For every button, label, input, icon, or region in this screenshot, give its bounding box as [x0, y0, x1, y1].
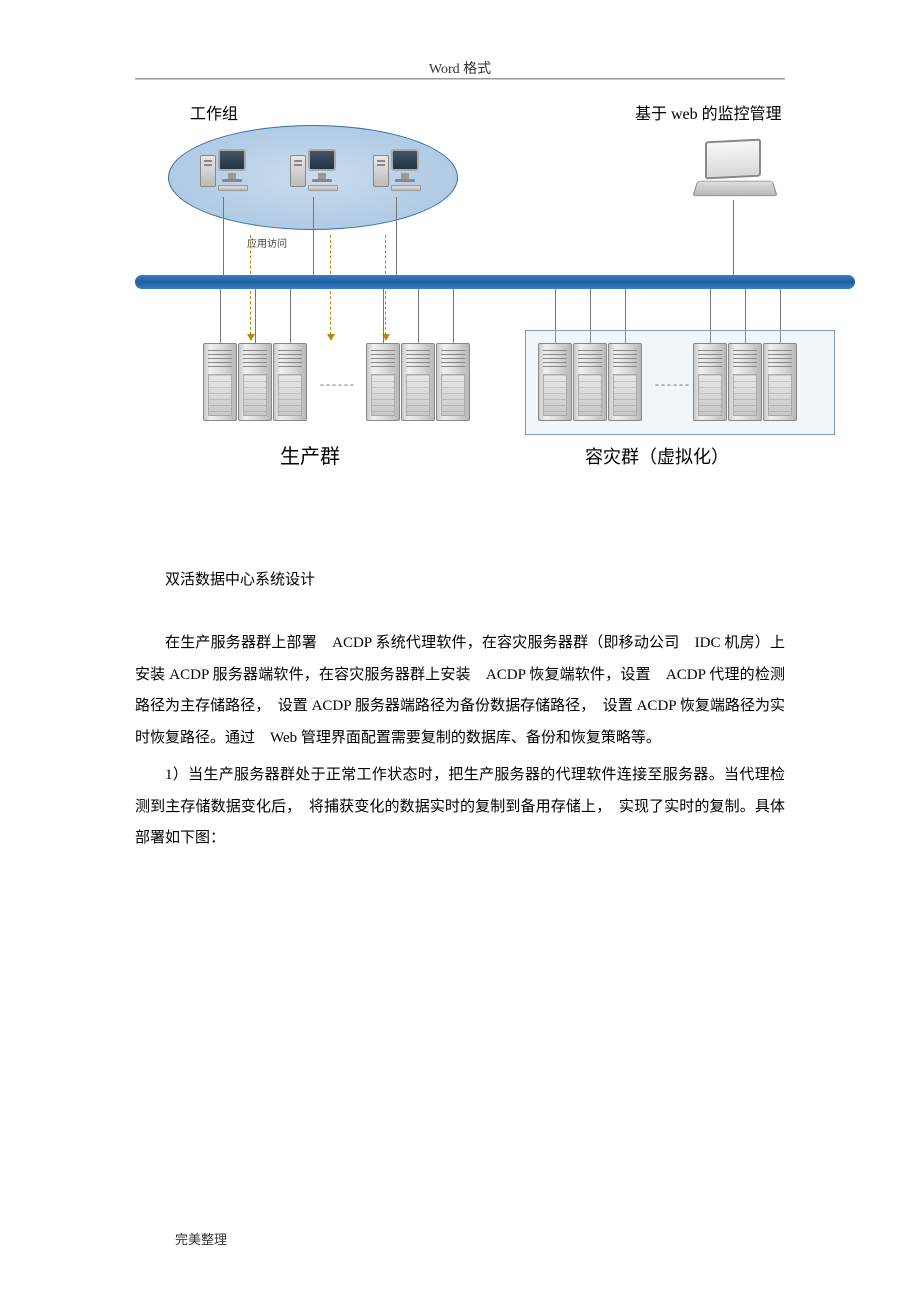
downlink-line — [453, 289, 454, 343]
server-icon — [763, 343, 797, 421]
server-icon — [203, 343, 237, 421]
network-diagram: 工作组 基于 web 的监控管理 应用访问 ------ — [135, 105, 855, 500]
web-monitor-label: 基于 web 的监控管理 — [635, 100, 782, 124]
server-icon — [693, 343, 727, 421]
header-rule — [135, 78, 785, 80]
server-icon — [608, 343, 642, 421]
downlink-line — [290, 289, 291, 343]
server-icon — [538, 343, 572, 421]
server-icon — [401, 343, 435, 421]
downlink-line — [383, 289, 384, 343]
workstation-icon — [200, 147, 248, 195]
dr-cluster-label: 容灾群（虚拟化） — [585, 443, 729, 469]
network-bus — [135, 275, 855, 289]
page-header: Word 格式 — [0, 58, 920, 78]
server-icon — [273, 343, 307, 421]
uplink-line — [733, 200, 734, 275]
server-icon — [238, 343, 272, 421]
production-cluster-label: 生产群 — [280, 440, 340, 469]
ellipsis: ------ — [320, 377, 356, 392]
paragraph-1: 在生产服务器群上部署 ACDP 系统代理软件，在容灾服务器群（即移动公司 IDC… — [135, 628, 785, 754]
uplink-line — [313, 197, 314, 275]
server-icon — [728, 343, 762, 421]
workgroup-label: 工作组 — [190, 100, 238, 124]
paragraph-2: 1）当生产服务器群处于正常工作状态时，把生产服务器的代理软件连接至服务器。当代理… — [135, 760, 785, 855]
app-access-label: 应用访问 — [247, 235, 287, 250]
server-icon — [573, 343, 607, 421]
uplink-line — [223, 197, 224, 275]
page-footer: 完美整理 — [175, 1229, 227, 1248]
downlink-line — [255, 289, 256, 343]
downlink-line — [220, 289, 221, 343]
workstation-icon — [373, 147, 421, 195]
ellipsis: ------ — [655, 377, 691, 392]
downlink-line — [418, 289, 419, 343]
section-heading: 双活数据中心系统设计 — [135, 565, 785, 597]
workstation-icon — [290, 147, 338, 195]
uplink-line — [396, 197, 397, 275]
server-icon — [366, 343, 400, 421]
laptop-icon — [695, 140, 775, 200]
server-icon — [436, 343, 470, 421]
